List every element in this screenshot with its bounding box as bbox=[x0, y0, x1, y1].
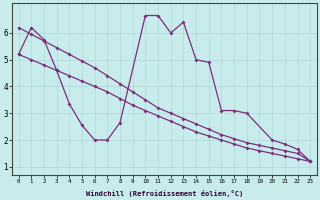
X-axis label: Windchill (Refroidissement éolien,°C): Windchill (Refroidissement éolien,°C) bbox=[86, 190, 243, 197]
